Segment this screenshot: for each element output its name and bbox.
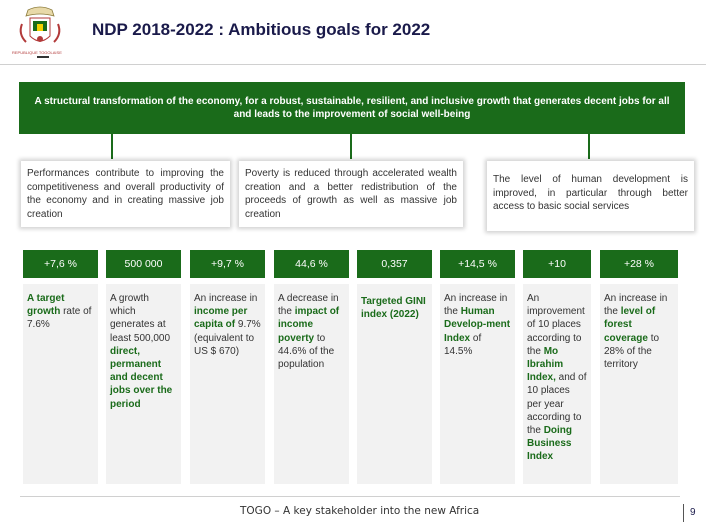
target-desc-run: rate of 7.6% [27, 306, 92, 331]
target-desc-run: An increase in the [604, 293, 668, 318]
footer-divider [20, 496, 680, 497]
target-value-income: +9,7 % [190, 250, 265, 278]
target-desc-run: Mo Ibrahim Index, [527, 345, 564, 384]
target-desc-run: A growth which generates at least 500,00… [110, 293, 171, 344]
target-desc-run: Human Develop-ment Index [444, 306, 511, 344]
coat-of-arms-logo [10, 6, 70, 66]
target-desc-gini: Targeted GINI index (2022) [357, 284, 432, 484]
header-divider [0, 64, 706, 65]
target-desc-run: An increase in the [444, 293, 508, 318]
target-desc-run: Targeted GINI index (2022) [361, 296, 426, 321]
logo-underline [37, 56, 49, 58]
goal-banner: A structural transformation of the econo… [19, 82, 685, 134]
target-desc-run: of 14.5% [444, 332, 482, 357]
target-desc-jobs: A growth which generates at least 500,00… [106, 284, 181, 484]
target-desc-ranking: An improvement of 10 places according to… [523, 284, 591, 484]
page-number: 9 [690, 507, 696, 518]
connector-3 [588, 134, 590, 159]
target-desc-growth: A target growth rate of 7.6% [23, 284, 98, 484]
target-desc-run: A target [27, 293, 65, 304]
page-number-separator [683, 504, 684, 522]
connector-2 [350, 134, 352, 159]
target-desc-run: Doing Business Index [527, 424, 573, 463]
target-desc-run: 9.7% (equivalent to US $ 670) [194, 319, 261, 357]
connector-1 [111, 134, 113, 159]
footer-text: TOGO – A key stakeholder into the new Af… [240, 505, 480, 517]
target-desc-run: income per capita of [194, 306, 248, 331]
target-value-forest: +28 % [600, 250, 678, 278]
target-value-growth: +7,6 % [23, 250, 98, 278]
target-value-hdi: +14,5 % [440, 250, 515, 278]
target-desc-run: and of 10 places per year according to t… [527, 372, 587, 436]
target-desc-income: An increase in income per capita of 9.7%… [190, 284, 265, 484]
target-value-jobs: 500 000 [106, 250, 181, 278]
target-value-gini: 0,357 [357, 250, 432, 278]
target-desc-run: An increase in [194, 293, 258, 304]
target-desc-forest: An increase in the level of forest cover… [600, 284, 678, 484]
target-desc-run: direct, permanent and decent jobs over t… [110, 345, 173, 410]
target-desc-run: An improvement of 10 places according to… [527, 293, 585, 357]
target-desc-run: growth [27, 306, 61, 318]
target-desc-hdi: An increase in the Human Develop-ment In… [440, 284, 515, 484]
page-title: NDP 2018-2022 : Ambitious goals for 2022 [92, 20, 431, 39]
target-desc-run: level of forest coverage [604, 306, 656, 344]
target-desc-poverty: A decrease in the impact of income pover… [274, 284, 349, 484]
target-desc-run: to 28% of the territory [604, 332, 660, 370]
pillar-box-2: Poverty is reduced through accelerated w… [239, 161, 463, 227]
target-desc-run: to 44.6% of the population [278, 332, 335, 370]
pillar-box-1: Performances contribute to improving the… [21, 161, 230, 227]
target-value-ranking: +10 [523, 250, 591, 278]
pillar-box-3: The level of human development is improv… [487, 161, 694, 231]
logo-caption: REPUBLIQUE TOGOLAISE [12, 50, 62, 55]
target-desc-run: A decrease in the [278, 293, 339, 318]
target-value-poverty: 44,6 % [274, 250, 349, 278]
target-desc-run: impact of income poverty [278, 306, 340, 344]
